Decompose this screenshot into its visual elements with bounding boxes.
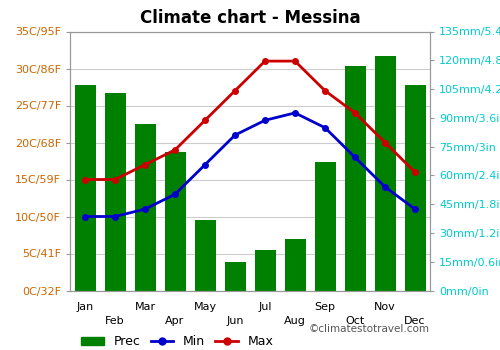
Bar <box>374 56 396 290</box>
Text: Mar: Mar <box>134 302 156 312</box>
Bar <box>254 250 276 290</box>
Text: Aug: Aug <box>284 315 306 326</box>
Text: Jun: Jun <box>226 315 244 326</box>
Bar <box>134 124 156 290</box>
Title: Climate chart - Messina: Climate chart - Messina <box>140 9 360 27</box>
Bar <box>224 262 246 290</box>
Legend: Prec, Min, Max: Prec, Min, Max <box>76 330 278 350</box>
Bar <box>104 93 126 290</box>
Text: Oct: Oct <box>346 315 364 326</box>
Text: May: May <box>194 302 216 312</box>
Text: Jan: Jan <box>76 302 94 312</box>
Bar <box>314 162 336 290</box>
Bar <box>74 85 96 290</box>
Bar <box>194 219 216 290</box>
Bar <box>404 85 425 290</box>
Text: Feb: Feb <box>105 315 125 326</box>
Bar <box>164 152 186 290</box>
Bar <box>344 66 366 290</box>
Text: Nov: Nov <box>374 302 396 312</box>
Text: Apr: Apr <box>166 315 184 326</box>
Text: Dec: Dec <box>404 315 426 326</box>
Bar <box>284 239 306 290</box>
Text: Jul: Jul <box>258 302 272 312</box>
Text: Sep: Sep <box>314 302 336 312</box>
Text: ©climatestotravel.com: ©climatestotravel.com <box>309 324 430 334</box>
